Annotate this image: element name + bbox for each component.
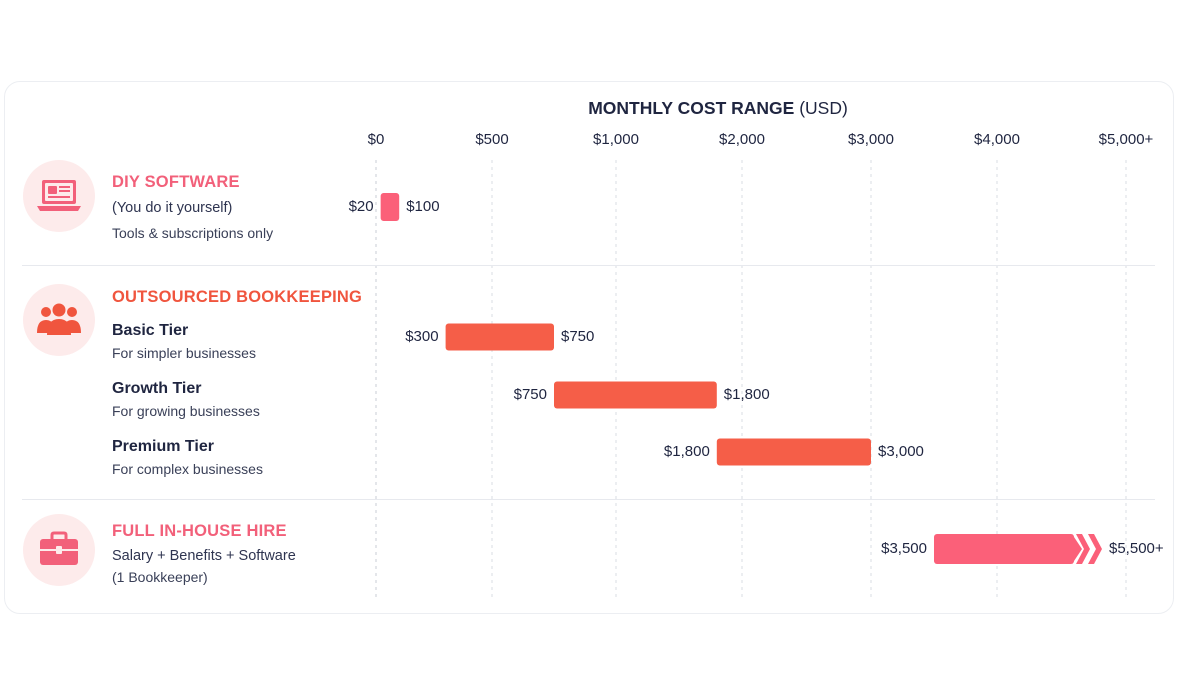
category-title-diy: DIY SOFTWARE bbox=[112, 173, 240, 191]
x-tick-label: $500 bbox=[475, 131, 509, 148]
x-tick-label: $2,000 bbox=[719, 131, 765, 148]
category-line: Salary + Benefits + Software bbox=[112, 548, 296, 564]
range-arrow bbox=[1072, 534, 1082, 564]
range-bar bbox=[380, 193, 400, 221]
diy-icon-circle bbox=[23, 160, 95, 232]
range-bar bbox=[934, 534, 1074, 564]
laptop-icon bbox=[37, 180, 81, 211]
category-line: (You do it yourself) bbox=[112, 200, 233, 216]
chart-title-main: MONTHLY COST RANGE bbox=[588, 98, 795, 118]
category-line: Tools & subscriptions only bbox=[112, 225, 274, 241]
bar-min-label: $1,800 bbox=[663, 443, 710, 460]
range-bar bbox=[445, 323, 554, 351]
tier-label: Premium Tier bbox=[112, 438, 214, 455]
inhouse-icon-circle bbox=[23, 514, 95, 586]
bar-min-label: $300 bbox=[405, 328, 439, 345]
tier-note: For growing businesses bbox=[112, 403, 260, 419]
bar-max-label: $3,000 bbox=[878, 443, 924, 460]
tier-label: Growth Tier bbox=[112, 380, 202, 397]
bar-min-label: $20 bbox=[348, 198, 374, 215]
x-tick-label: $5,000+ bbox=[1098, 131, 1154, 148]
briefcase-icon bbox=[40, 531, 78, 565]
outsourced-icon-circle bbox=[23, 284, 95, 356]
category-title-outsourced: OUTSOURCED BOOKKEEPING bbox=[112, 288, 363, 306]
category-title-inhouse: FULL IN-HOUSE HIRE bbox=[112, 522, 287, 540]
bar-max-label: $5,500+ bbox=[1109, 540, 1164, 557]
range-arrow bbox=[1088, 534, 1102, 564]
bar-max-label: $1,800 bbox=[723, 386, 770, 403]
team-icon bbox=[37, 303, 81, 335]
x-tick-label: $1,000 bbox=[593, 131, 639, 148]
bar-min-label: $750 bbox=[513, 386, 547, 403]
row-divider bbox=[22, 265, 1155, 266]
row-divider bbox=[22, 499, 1155, 500]
category-line: (1 Bookkeeper) bbox=[112, 569, 208, 585]
x-tick-label: $4,000 bbox=[974, 131, 1020, 148]
range-arrow bbox=[1076, 534, 1090, 564]
bar-max-label: $750 bbox=[561, 328, 595, 345]
bar-min-label: $3,500 bbox=[881, 540, 927, 557]
x-tick-label: $3,000 bbox=[848, 131, 894, 148]
chart-card bbox=[4, 81, 1174, 614]
tier-note: For complex businesses bbox=[112, 461, 263, 477]
tier-label: Basic Tier bbox=[112, 322, 189, 339]
range-bar bbox=[716, 438, 871, 466]
tier-note: For simpler businesses bbox=[112, 345, 256, 361]
chart-title-unit: (USD) bbox=[799, 98, 848, 118]
range-bar bbox=[554, 381, 717, 409]
x-tick-label: $0 bbox=[367, 131, 385, 148]
chart-title: MONTHLY COST RANGE (USD) bbox=[0, 98, 1200, 119]
bar-max-label: $100 bbox=[406, 198, 440, 215]
